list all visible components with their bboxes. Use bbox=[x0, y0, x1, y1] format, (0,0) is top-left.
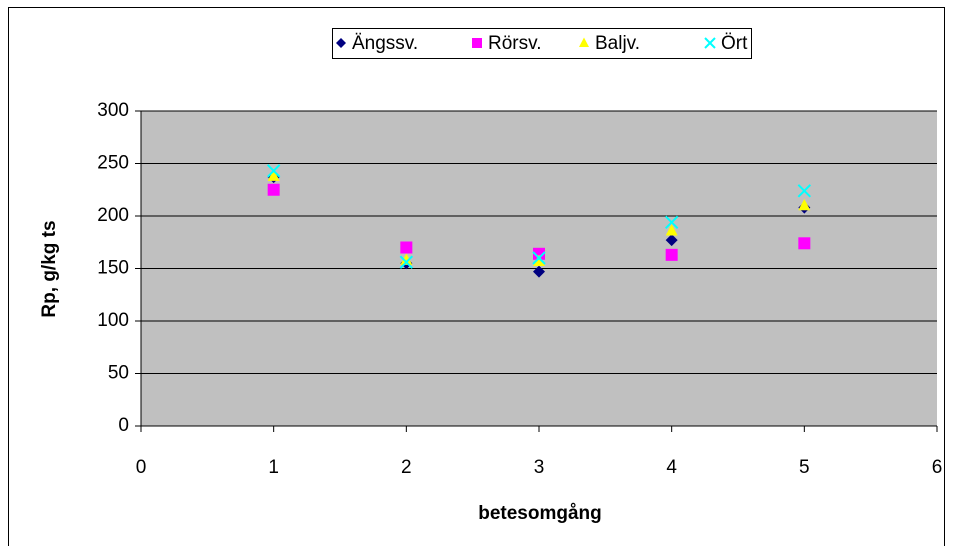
legend-marker bbox=[336, 38, 346, 48]
y-tick-label: 250 bbox=[97, 153, 129, 174]
point bbox=[533, 265, 545, 278]
y-tick-label: 50 bbox=[108, 363, 129, 384]
legend-box bbox=[332, 28, 752, 59]
x-tick-label: 3 bbox=[534, 457, 545, 478]
x-tick-label: 1 bbox=[268, 457, 279, 478]
point bbox=[665, 248, 678, 261]
point bbox=[399, 255, 414, 269]
point bbox=[533, 254, 545, 266]
y-tick-label: 0 bbox=[118, 415, 129, 436]
point bbox=[798, 237, 811, 250]
point bbox=[266, 164, 281, 178]
point bbox=[267, 183, 280, 196]
legend-marker bbox=[579, 37, 589, 47]
legend-label: Ängssv. bbox=[352, 33, 418, 54]
point bbox=[400, 241, 413, 254]
legend-marker bbox=[704, 37, 716, 49]
y-axis-title: Rp, g/kg ts bbox=[39, 220, 60, 317]
legend-label: Ört bbox=[721, 33, 748, 54]
y-tick-label: 100 bbox=[97, 310, 129, 331]
y-tick-label: 200 bbox=[97, 205, 129, 226]
x-tick-label: 2 bbox=[401, 457, 412, 478]
point bbox=[797, 184, 812, 198]
y-tick-label: 300 bbox=[97, 100, 129, 121]
legend-marker bbox=[472, 38, 482, 48]
x-tick-label: 4 bbox=[666, 457, 677, 478]
point bbox=[532, 251, 546, 265]
x-tick-label: 0 bbox=[136, 457, 147, 478]
point bbox=[267, 169, 280, 181]
point bbox=[400, 253, 413, 265]
point bbox=[533, 247, 545, 260]
point bbox=[798, 198, 811, 211]
point bbox=[664, 215, 679, 230]
point bbox=[665, 224, 678, 236]
point bbox=[665, 234, 678, 247]
x-axis-title: betesomgång bbox=[478, 503, 602, 524]
y-tick-label: 150 bbox=[97, 258, 129, 279]
x-tick-label: 6 bbox=[932, 457, 943, 478]
x-tick-label: 5 bbox=[799, 457, 810, 478]
legend-label: Baljv. bbox=[595, 33, 640, 54]
legend-label: Rörsv. bbox=[488, 33, 541, 54]
